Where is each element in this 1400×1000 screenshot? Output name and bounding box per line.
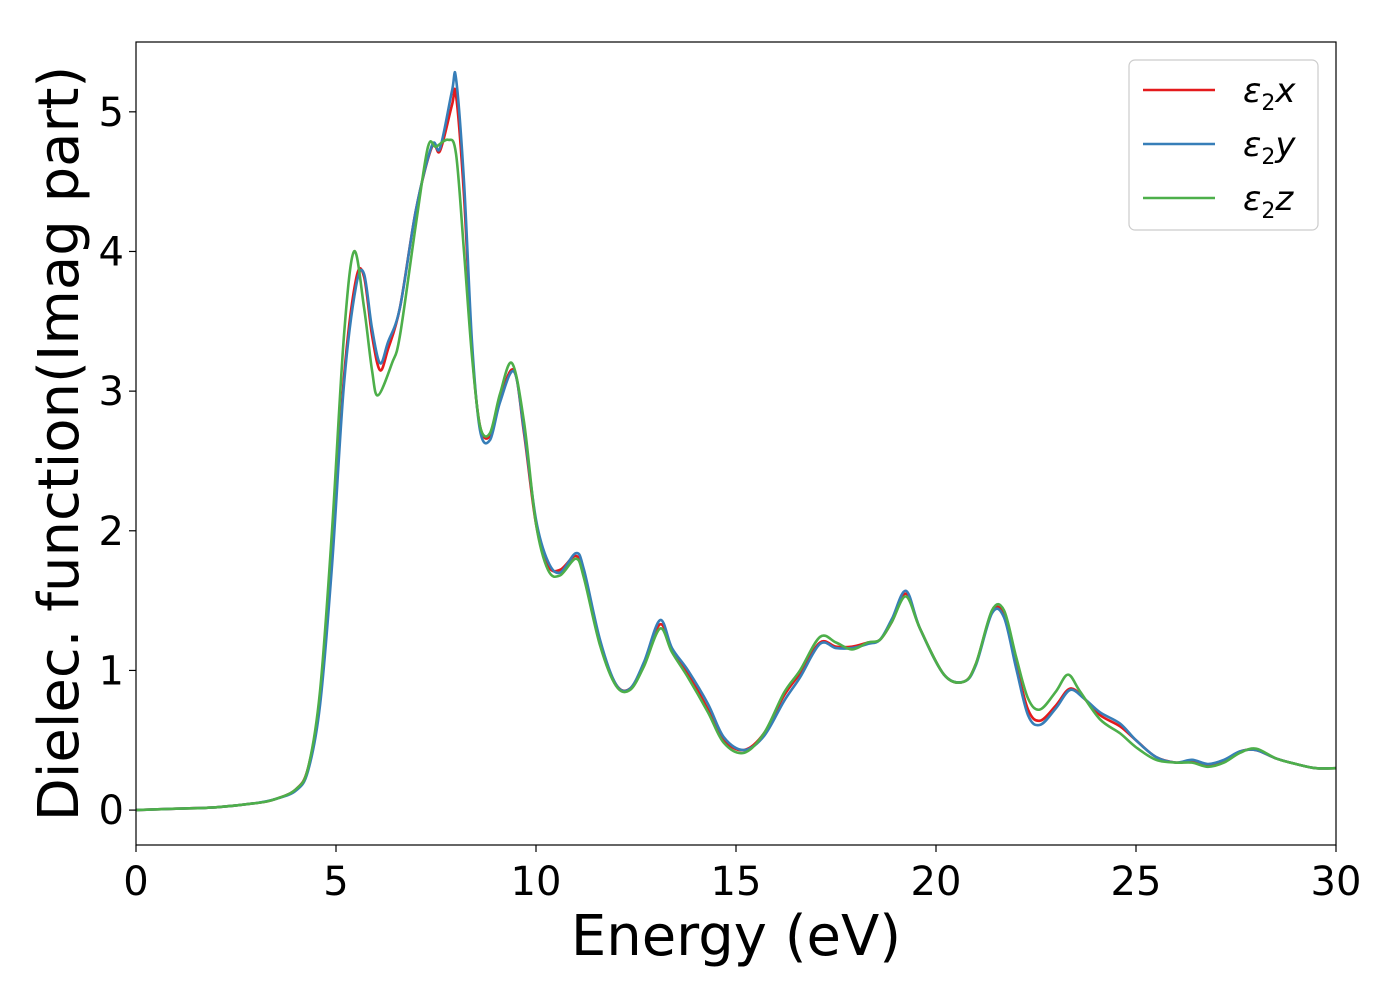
legend-box — [1128, 59, 1319, 231]
series-lines — [135, 70, 1337, 812]
series-line-y — [135, 70, 1337, 812]
y-tick-label: 5 — [99, 90, 124, 136]
y-tick-label: 4 — [99, 229, 124, 275]
y-tick-label: 1 — [99, 648, 124, 694]
x-axis-label: Energy (eV) — [571, 904, 901, 969]
legend-label-z: ε2z — [1243, 179, 1294, 224]
x-tick-label: 5 — [323, 859, 348, 905]
y-tick-label: 3 — [99, 369, 124, 415]
legend-label-x: ε2x — [1243, 71, 1296, 116]
x-tick-label: 15 — [711, 859, 762, 905]
legend: ε2x ε2y ε2z — [1128, 59, 1319, 231]
x-tick-label: 20 — [911, 859, 962, 905]
series-line-z — [135, 138, 1337, 812]
x-tick-label: 25 — [1111, 859, 1162, 905]
axis-ticks: 0 5 10 15 20 25 30 0 1 2 3 4 5 — [99, 90, 1362, 905]
y-tick-label: 2 — [99, 509, 124, 555]
y-tick-label: 0 — [99, 788, 124, 834]
x-tick-label: 0 — [123, 859, 148, 905]
y-axis-label: Dielec. function(Imag part) — [27, 66, 92, 822]
legend-label-y: ε2y — [1243, 125, 1296, 170]
x-tick-label: 10 — [511, 859, 562, 905]
x-tick-label: 30 — [1311, 859, 1362, 905]
